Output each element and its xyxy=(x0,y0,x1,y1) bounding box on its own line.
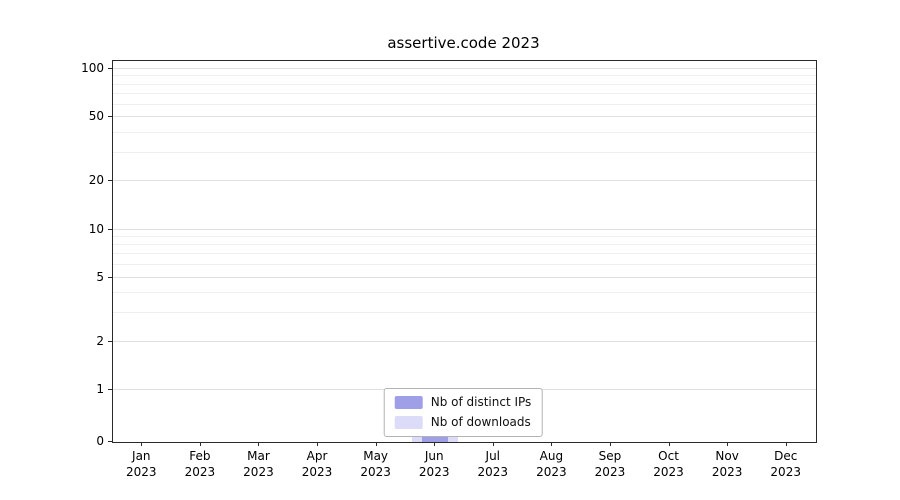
y-tick-mark xyxy=(108,228,112,230)
legend-label-downloads: Nb of downloads xyxy=(430,415,531,429)
x-tick-label: Sep 2023 xyxy=(594,449,626,479)
x-tick-label: Jun 2023 xyxy=(418,449,450,479)
x-tick-mark xyxy=(551,442,553,446)
y-tick-mark xyxy=(108,441,112,442)
y-tick-label: 10 xyxy=(88,221,104,236)
y-tick-mark xyxy=(108,276,112,278)
x-tick-label: Nov 2023 xyxy=(711,449,743,479)
x-tick-mark xyxy=(785,442,787,446)
x-tick-label: Jan 2023 xyxy=(126,449,157,479)
major-gridline xyxy=(113,276,816,278)
legend-label-distinct-ips: Nb of distinct IPs xyxy=(430,395,532,409)
x-tick-label: May 2023 xyxy=(360,449,391,479)
major-gridline xyxy=(113,340,816,342)
y-tick-mark xyxy=(108,389,112,390)
legend-item-downloads: Nb of downloads xyxy=(394,415,532,430)
minor-gridline xyxy=(113,292,816,294)
chart-title: assertive.code 2023 xyxy=(387,34,540,52)
x-tick-mark xyxy=(492,442,494,446)
y-tick-label: 5 xyxy=(96,269,104,284)
minor-gridline xyxy=(113,83,816,85)
x-tick-label: Oct 2023 xyxy=(653,449,684,479)
minor-gridline xyxy=(113,131,816,133)
minor-gridline xyxy=(113,92,816,94)
y-tick-label: 2 xyxy=(96,333,104,348)
y-tick-mark xyxy=(108,68,112,69)
x-tick-label: Feb 2023 xyxy=(184,449,216,479)
x-tick-mark xyxy=(141,442,143,446)
y-tick-label: 20 xyxy=(88,173,104,188)
minor-gridline xyxy=(113,235,816,237)
y-tick-label: 50 xyxy=(88,109,104,124)
y-tick-mark xyxy=(108,116,112,118)
y-tick-label: 1 xyxy=(96,382,104,396)
x-tick-mark xyxy=(317,442,319,446)
legend: Nb of distinct IPs Nb of downloads xyxy=(383,388,543,437)
x-tick-mark xyxy=(727,442,729,446)
major-gridline xyxy=(113,68,816,69)
x-tick-mark xyxy=(434,442,436,446)
major-gridline xyxy=(113,228,816,230)
major-gridline xyxy=(113,180,816,182)
x-tick-label: Dec 2023 xyxy=(770,449,801,479)
x-tick-mark xyxy=(199,442,201,446)
legend-swatch-downloads-icon xyxy=(394,416,423,429)
minor-gridline xyxy=(113,253,816,255)
minor-gridline xyxy=(113,103,816,105)
x-tick-label: Apr 2023 xyxy=(301,449,333,479)
x-tick-label: Aug 2023 xyxy=(536,449,567,479)
major-gridline xyxy=(113,116,816,118)
x-tick-label: Jul 2023 xyxy=(477,449,509,479)
legend-swatch-distinct-ips-icon xyxy=(394,396,423,409)
y-tick-mark xyxy=(108,340,112,342)
legend-item-distinct-ips: Nb of distinct IPs xyxy=(394,395,532,410)
minor-gridline xyxy=(113,312,816,314)
x-tick-mark xyxy=(668,442,670,446)
minor-gridline xyxy=(113,75,816,77)
x-tick-mark xyxy=(258,442,260,446)
x-tick-mark xyxy=(609,442,611,446)
minor-gridline xyxy=(113,151,816,153)
minor-gridline xyxy=(113,264,816,266)
y-tick-mark xyxy=(108,180,112,182)
y-tick-label: 0 xyxy=(96,434,104,448)
y-tick-label: 100 xyxy=(81,61,104,75)
x-tick-label: Mar 2023 xyxy=(243,449,274,479)
minor-gridline xyxy=(113,244,816,246)
plot-area xyxy=(112,60,817,443)
x-tick-mark xyxy=(375,442,377,446)
